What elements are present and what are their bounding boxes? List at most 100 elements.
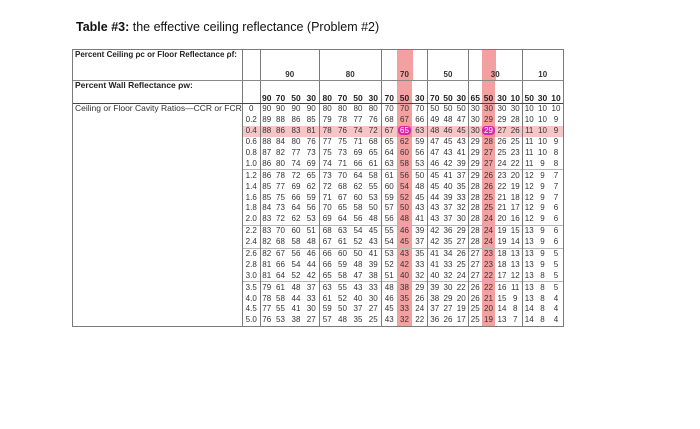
cavity-ratio-cell: 5.0 — [241, 314, 261, 326]
wall-reflectance-10: 30 — [412, 80, 428, 104]
reflectance-cell: 88 — [259, 136, 273, 148]
reflectance-cell: 45 — [380, 304, 397, 315]
reflectance-cell: 58 — [365, 169, 382, 182]
reflectance-cell: 46 — [441, 125, 455, 137]
reflectance-cell: 83 — [259, 224, 273, 237]
reflectance-cell: 52 — [380, 259, 397, 271]
reflectance-cell: 80 — [276, 158, 285, 168]
reflectance-cell: 28 — [467, 224, 482, 237]
reflectance-cell: 41 — [427, 247, 442, 260]
reflectance-cell: 10 — [538, 137, 547, 147]
reflectance-cell: 41 — [365, 247, 382, 260]
table-row: 0.8 87 82 77 73 75 73 69 65 64 60 56 47 43 41 29 27 25 23 1… — [73, 147, 563, 159]
reflectance-cell: 70 — [334, 169, 351, 182]
reflectance-cell: 24 — [481, 213, 496, 226]
cavity-ratio-label-cont — [73, 137, 242, 326]
reflectance-cell: 88 — [276, 115, 285, 125]
reflectance-cell: 9 — [513, 293, 518, 303]
table-row: 2.8 81 66 54 44 66 59 48 39 52 42 33 41 33 25 27 23 18 13 1… — [73, 259, 563, 271]
reflectance-cell: 26 — [415, 293, 425, 303]
table-row: 1.2 86 78 72 65 73 70 64 58 61 56 50 45 41 37 29 26 23 20 1… — [73, 169, 563, 182]
reflectance-cell: 29 — [443, 293, 453, 303]
reflectance-cell: 47 — [353, 270, 363, 280]
reflectance-cell: 34 — [441, 247, 455, 260]
table-row: 5.0 76 53 38 27 57 48 35 25 43 32 22 36 26 17 25 19 13 7 14… — [73, 314, 563, 326]
reflectance-cell: 53 — [276, 315, 285, 325]
reflectance-cell: 76 — [334, 125, 351, 137]
reflectance-cell: 27 — [481, 147, 496, 159]
reflectance-cell: 61 — [272, 281, 289, 294]
reflectance-cell: 28 — [467, 181, 482, 193]
reflectance-cell: 56 — [396, 169, 413, 182]
wall-reflectance-2: 50 — [288, 80, 304, 104]
ceiling-header-row: Percent Ceiling ρc or Floor Reflectance … — [73, 50, 563, 81]
reflectance-cell: 37 — [443, 203, 453, 213]
reflectance-cell: 48 — [338, 315, 347, 325]
reflectance-cell: 35 — [353, 315, 363, 325]
reflectance-cell: 38 — [291, 315, 301, 325]
reflectance-cell: 24 — [481, 224, 496, 237]
reflectance-cell: 74 — [291, 158, 301, 168]
reflectance-cell: 23 — [481, 247, 496, 260]
cavity-ratio-cell: 4.5 — [241, 304, 261, 315]
selected-value-marker: 65 — [398, 126, 411, 136]
table-caption: Table #3: the effective ceiling reflecta… — [76, 20, 379, 34]
reflectance-cell: 6 — [553, 237, 559, 247]
reflectance-cell: 35 — [396, 293, 413, 305]
reflectance-cell: 25 — [467, 304, 482, 315]
reflectance-cell: 7 — [513, 315, 518, 325]
cavity-ratio-cell: 1.2 — [241, 169, 261, 182]
reflectance-cell: 56 — [415, 148, 425, 157]
reflectance-cell: 20 — [481, 304, 496, 315]
reflectance-cell: 9 — [549, 125, 563, 137]
reflectance-cell: 18 — [495, 247, 509, 260]
reflectance-cell: 90 — [291, 104, 301, 114]
reflectance-cell: 60 — [353, 192, 363, 202]
table-row: 0.2 89 88 86 85 79 78 77 76 68 67 66 49 48 47 30 29 29 28 1… — [73, 114, 563, 126]
reflectance-cell: 63 — [318, 281, 335, 294]
reflectance-cell: 32 — [415, 270, 425, 280]
reflectance-cell: 70 — [318, 203, 335, 214]
reflectance-cell: 37 — [415, 237, 425, 247]
cavity-ratio-cell: 1.0 — [241, 158, 261, 170]
reflectance-cell: 30 — [441, 281, 455, 294]
reflectance-cell: 11 — [521, 125, 536, 137]
reflectance-cell: 9 — [540, 237, 545, 247]
reflectance-cell: 5 — [553, 259, 559, 269]
reflectance-cell: 80 — [338, 104, 347, 114]
reflectance-cell: 27 — [306, 315, 316, 325]
reflectance-cell: 26 — [508, 125, 523, 137]
reflectance-cell: 9 — [535, 169, 550, 182]
reflectance-cell: 41 — [456, 148, 466, 157]
reflectance-cell: 70 — [415, 104, 425, 114]
reflectance-cell: 60 — [288, 224, 304, 237]
reflectance-cell: 25 — [497, 148, 507, 157]
reflectance-cell: 43 — [350, 281, 366, 294]
reflectance-cell: 30 — [467, 114, 482, 126]
reflectance-cell: 33 — [396, 304, 413, 315]
reflectance-cell: 83 — [288, 125, 304, 137]
reflectance-cell: 9 — [553, 115, 559, 125]
reflectance-cell: 48 — [396, 213, 413, 226]
reflectance-cell: 24 — [497, 158, 507, 168]
reflectance-cell: 29 — [481, 125, 496, 137]
reflectance-cell: 32 — [456, 203, 466, 213]
reflectance-cell: 54 — [291, 259, 301, 269]
reflectance-cell: 45 — [365, 224, 382, 237]
reflectance-cell: 37 — [427, 304, 442, 315]
reflectance-cell: 37 — [303, 281, 320, 294]
reflectance-cell: 63 — [412, 125, 428, 137]
reflectance-cell: 81 — [259, 270, 273, 282]
reflectance-cell: 56 — [353, 214, 363, 224]
reflectance-cell: 72 — [365, 125, 382, 137]
reflectance-cell: 33 — [306, 293, 316, 303]
reflectance-cell: 50 — [443, 104, 453, 114]
cavity-ratio-cell: 3.0 — [241, 270, 261, 282]
wall-reflectance-18: 50 — [521, 80, 536, 104]
reflectance-cell: 80 — [353, 104, 363, 114]
highlight-band — [482, 50, 496, 80]
reflectance-cell: 30 — [467, 125, 482, 137]
reflectance-cell: 5 — [549, 281, 563, 294]
reflectance-cell: 64 — [338, 214, 347, 224]
reflectance-cell: 13 — [521, 236, 536, 249]
